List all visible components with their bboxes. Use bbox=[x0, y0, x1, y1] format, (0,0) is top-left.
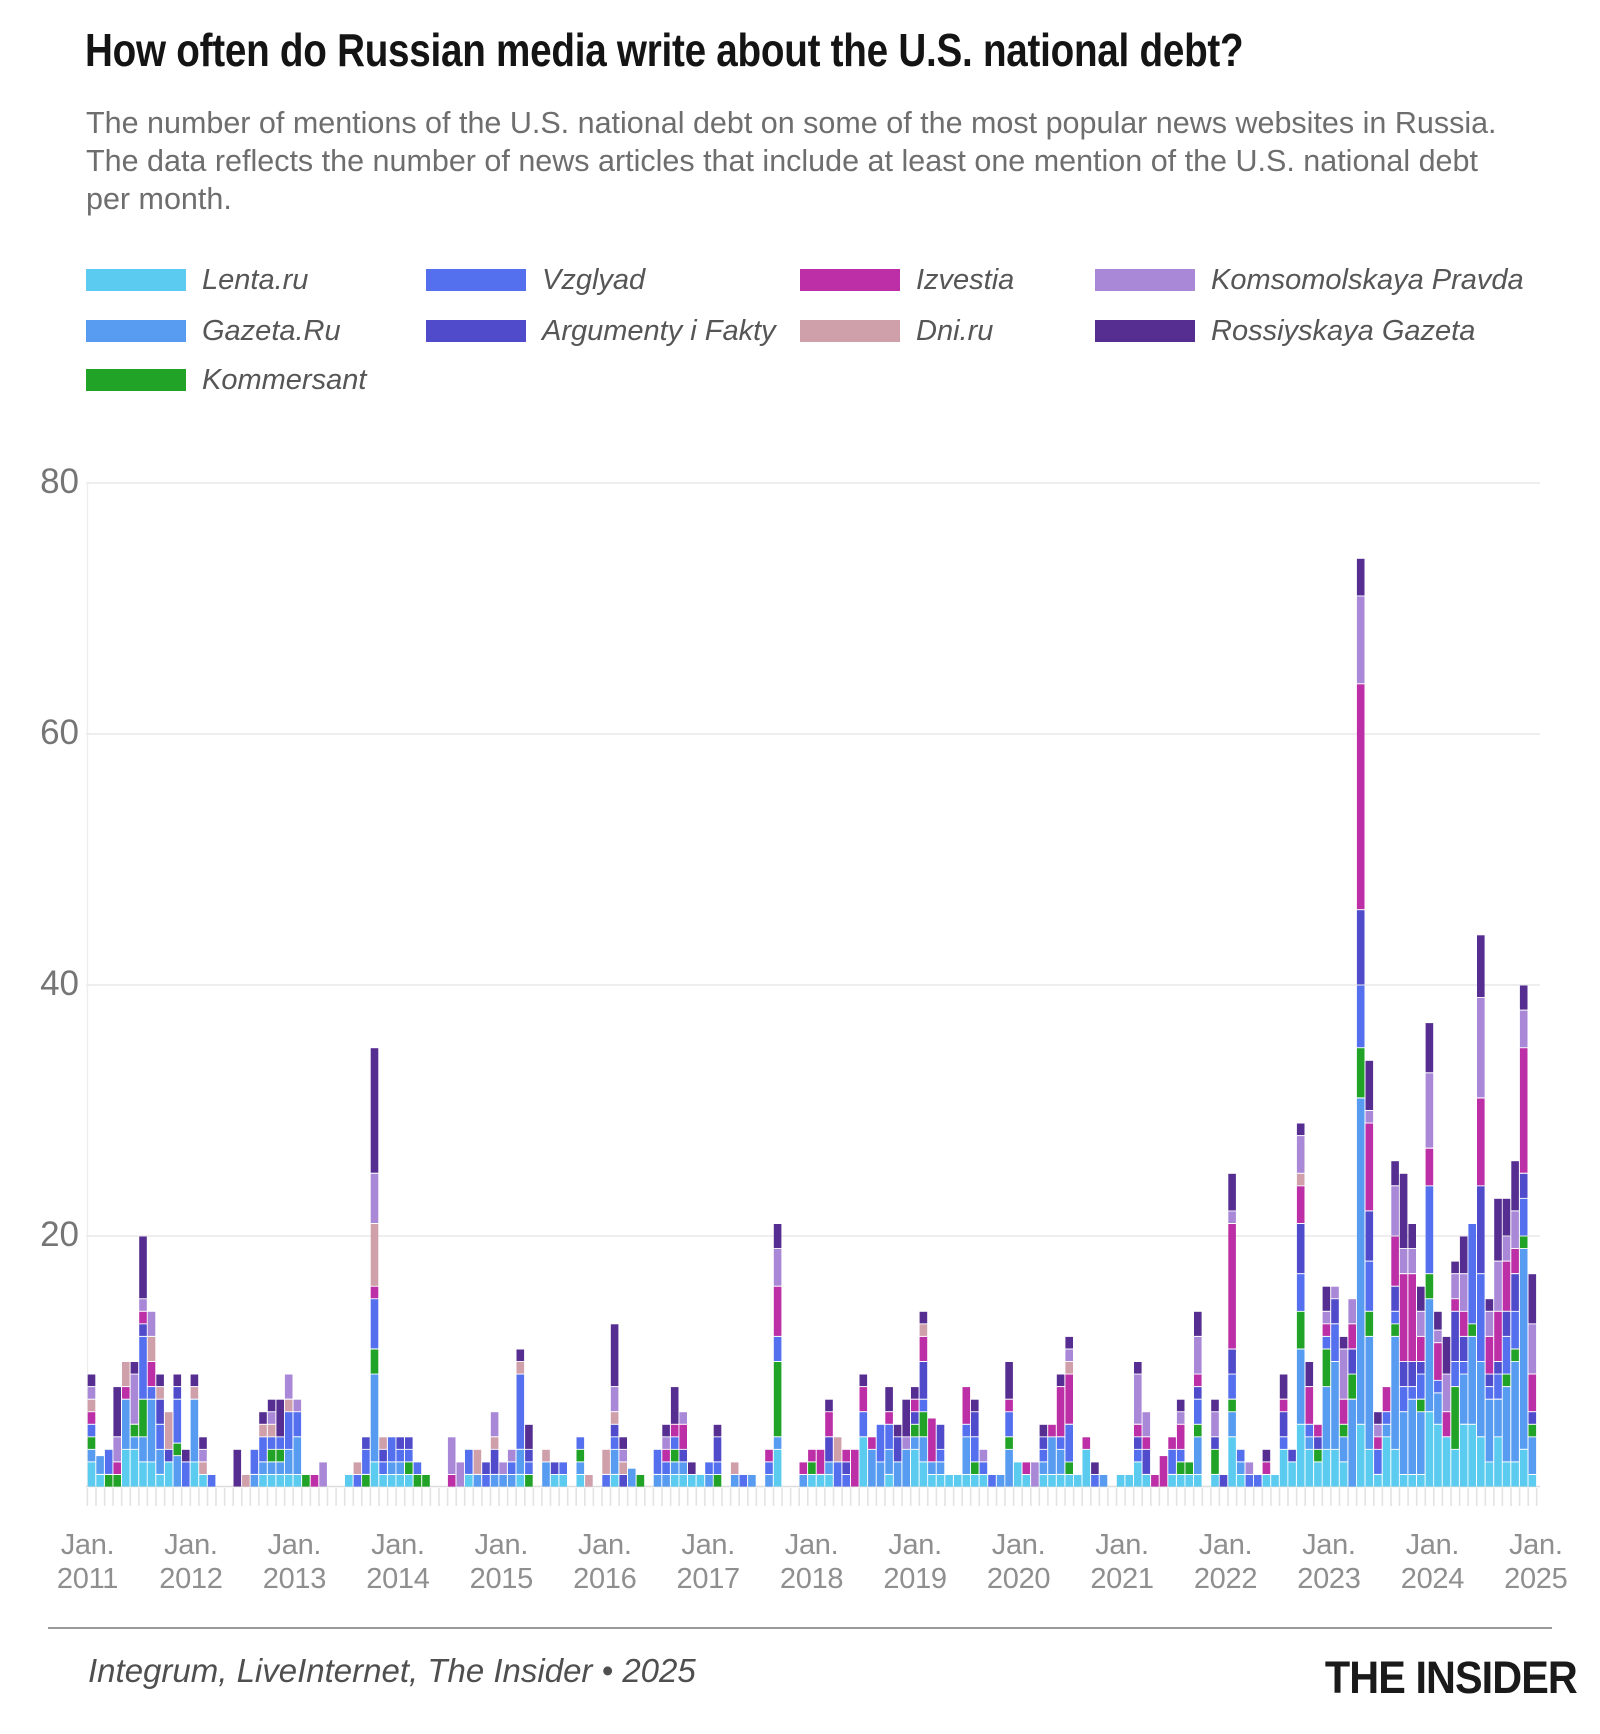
svg-text:Komsomolskaya Pravda: Komsomolskaya Pravda bbox=[1211, 264, 1524, 296]
svg-text:2012: 2012 bbox=[159, 1563, 222, 1595]
svg-text:Integrum, LiveInternet, The In: Integrum, LiveInternet, The Insider • 20… bbox=[88, 1652, 696, 1689]
svg-text:Lenta.ru: Lenta.ru bbox=[202, 264, 308, 296]
svg-text:Jan.: Jan. bbox=[61, 1529, 115, 1561]
svg-text:Rossiyskaya Gazeta: Rossiyskaya Gazeta bbox=[1211, 315, 1475, 347]
svg-text:60: 60 bbox=[40, 713, 79, 752]
svg-text:2020: 2020 bbox=[987, 1563, 1050, 1595]
svg-text:Jan.: Jan. bbox=[578, 1529, 632, 1561]
svg-text:2024: 2024 bbox=[1401, 1563, 1464, 1595]
svg-text:Kommersant: Kommersant bbox=[202, 364, 368, 396]
svg-text:Jan.: Jan. bbox=[681, 1529, 735, 1561]
svg-text:Jan.: Jan. bbox=[1302, 1529, 1356, 1561]
svg-text:Gazeta.Ru: Gazeta.Ru bbox=[202, 315, 341, 347]
svg-text:2021: 2021 bbox=[1090, 1563, 1153, 1595]
svg-text:2023: 2023 bbox=[1297, 1563, 1360, 1595]
svg-text:Jan.: Jan. bbox=[1095, 1529, 1149, 1561]
svg-text:40: 40 bbox=[40, 964, 79, 1003]
svg-text:Jan.: Jan. bbox=[268, 1529, 322, 1561]
svg-text:2025: 2025 bbox=[1504, 1563, 1567, 1595]
svg-text:Vzglyad: Vzglyad bbox=[542, 264, 646, 296]
svg-text:Izvestia: Izvestia bbox=[916, 264, 1014, 296]
svg-text:2013: 2013 bbox=[263, 1563, 326, 1595]
svg-text:Jan.: Jan. bbox=[1509, 1529, 1563, 1561]
svg-text:2022: 2022 bbox=[1194, 1563, 1257, 1595]
svg-text:2016: 2016 bbox=[573, 1563, 636, 1595]
svg-text:Jan.: Jan. bbox=[785, 1529, 839, 1561]
svg-text:The data reflects the number o: The data reflects the number of news art… bbox=[86, 144, 1478, 178]
svg-text:Jan.: Jan. bbox=[1406, 1529, 1460, 1561]
svg-text:Argumenty i Fakty: Argumenty i Fakty bbox=[540, 315, 777, 347]
svg-text:Jan.: Jan. bbox=[992, 1529, 1046, 1561]
svg-text:20: 20 bbox=[40, 1215, 79, 1254]
svg-text:THE INSIDER: THE INSIDER bbox=[1325, 1653, 1578, 1703]
svg-text:Jan.: Jan. bbox=[1199, 1529, 1253, 1561]
svg-text:Dni.ru: Dni.ru bbox=[916, 315, 993, 347]
svg-text:80: 80 bbox=[40, 462, 79, 501]
svg-text:2019: 2019 bbox=[883, 1563, 946, 1595]
svg-text:2015: 2015 bbox=[470, 1563, 533, 1595]
svg-text:per month.: per month. bbox=[86, 182, 232, 216]
svg-text:2014: 2014 bbox=[366, 1563, 429, 1595]
svg-text:The number of mentions of the: The number of mentions of the U.S. natio… bbox=[86, 106, 1497, 140]
svg-text:How often do Russian media wri: How often do Russian media write about t… bbox=[85, 25, 1243, 76]
svg-text:2017: 2017 bbox=[677, 1563, 740, 1595]
svg-text:Jan.: Jan. bbox=[164, 1529, 218, 1561]
svg-text:Jan.: Jan. bbox=[371, 1529, 425, 1561]
svg-text:Jan.: Jan. bbox=[888, 1529, 942, 1561]
svg-text:Jan.: Jan. bbox=[474, 1529, 528, 1561]
svg-text:2011: 2011 bbox=[57, 1563, 118, 1595]
svg-text:2018: 2018 bbox=[780, 1563, 843, 1595]
